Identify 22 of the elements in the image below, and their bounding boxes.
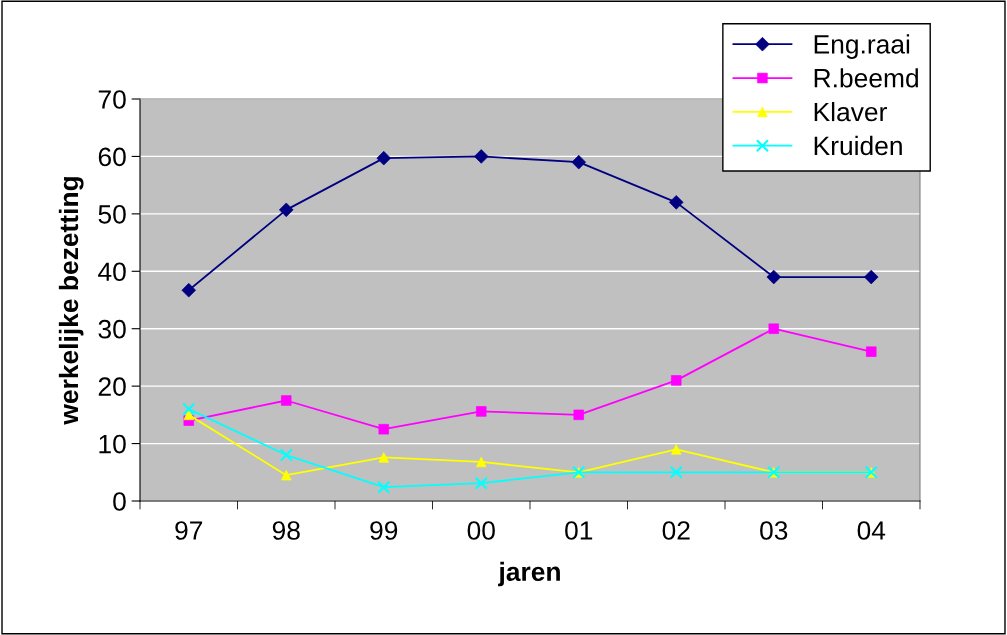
x-tick-label: 01 — [565, 521, 593, 540]
y-tick-label: 0 — [113, 492, 126, 511]
legend-label: Eng.raai — [814, 34, 910, 59]
x-tick-label: 00 — [467, 521, 495, 540]
legend-label: R.beemd — [814, 68, 918, 88]
x-tick-label: 98 — [272, 521, 300, 540]
legend-label: Kruiden — [814, 135, 902, 156]
legend-label: Klaver — [814, 101, 887, 122]
x-tick-label: 03 — [760, 521, 788, 540]
y-tick-label: 10 — [99, 434, 126, 454]
x-axis-title: jaren — [498, 561, 560, 587]
x-tick-label: 99 — [370, 521, 398, 540]
x-tick-label: 04 — [857, 521, 886, 540]
y-axis-title: werkelijke bezetting — [58, 177, 84, 425]
y-tick-label: 20 — [98, 377, 126, 396]
y-tick-label: 40 — [98, 262, 126, 282]
y-tick-label: 30 — [98, 319, 126, 339]
y-tick-label: 50 — [98, 204, 126, 224]
y-tick-label: 70 — [98, 90, 126, 109]
x-tick-label: 97 — [175, 521, 203, 540]
x-tick-label: 02 — [662, 521, 690, 540]
y-tick-label: 60 — [98, 147, 126, 167]
